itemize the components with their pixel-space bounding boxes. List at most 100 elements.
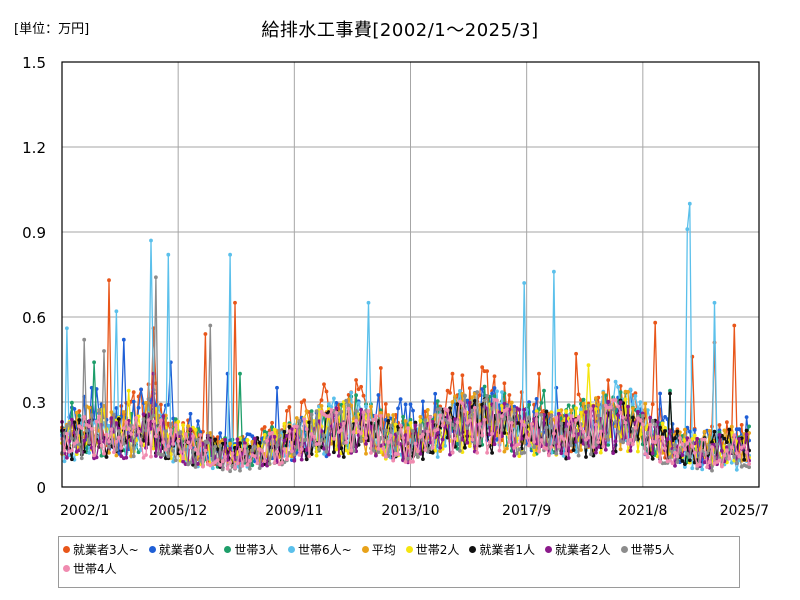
data-point [663,426,667,430]
data-point [596,402,601,407]
data-point [470,437,475,442]
legend-label: 就業者1人 [479,543,535,557]
data-point [398,397,403,402]
data-point [364,451,368,456]
data-point [603,393,608,398]
data-point [302,417,307,422]
data-point [92,360,96,365]
data-point [376,393,381,397]
data-point [737,427,742,432]
data-point [114,406,119,410]
data-point [613,419,618,424]
data-point [519,436,524,441]
data-point [282,421,287,426]
data-point [564,427,569,432]
data-point [527,443,531,448]
data-point [675,429,680,434]
x-axis-ticks: 2002/1 2005/12 2009/11 2013/10 2017/9 2021/8 2… [60,503,769,519]
data-point [265,439,269,443]
data-point [448,418,452,422]
data-point [324,389,329,394]
data-point [309,432,314,436]
data-point [225,466,230,471]
data-point [74,410,79,415]
data-point [332,436,336,441]
data-point [732,454,737,459]
legend-marker-icon [224,546,232,553]
data-point [512,445,517,450]
data-point [391,441,396,445]
data-point [97,439,101,444]
data-point [319,404,324,408]
data-point [450,400,455,404]
data-point [519,419,524,424]
data-point [495,398,499,403]
data-point [490,391,494,396]
data-point [534,409,539,414]
data-point [645,408,650,412]
data-point [346,403,351,408]
data-point [309,412,314,417]
data-point [247,466,252,471]
data-point [527,403,531,407]
data-point [250,440,255,444]
data-point [181,459,186,464]
data-point [747,424,751,429]
y-tick-label: 1.5 [22,54,46,72]
data-point [673,442,677,447]
data-point [378,411,383,415]
data-point [285,409,289,413]
data-point [453,436,457,441]
data-point [581,401,586,406]
data-point [522,423,527,428]
data-point [445,388,450,393]
data-point [507,439,512,444]
data-point [121,337,126,342]
data-point [683,447,687,452]
data-point [272,427,277,432]
data-point [687,454,692,459]
data-point [411,408,415,413]
data-point [571,448,576,452]
data-point [349,390,354,395]
data-point [440,437,445,442]
data-point [463,409,467,414]
data-point [490,451,494,455]
data-point [257,441,262,445]
data-point [692,451,697,455]
data-point [631,406,635,411]
data-point [658,391,662,396]
data-point [435,399,440,403]
data-point [626,390,630,394]
data-point [67,421,72,425]
data-point [747,462,751,466]
data-point [744,415,749,419]
data-point [218,443,223,448]
data-point [87,440,92,445]
data-point [77,413,82,418]
data-point [201,464,205,469]
data-point [161,440,166,445]
data-point [302,398,307,403]
data-point [129,432,134,436]
legend-label: 世帯2人 [415,543,460,557]
data-point [188,411,193,416]
data-point [161,453,166,457]
data-point [82,438,87,443]
data-point [72,420,77,425]
data-point [685,227,690,232]
data-point [564,409,569,414]
data-point [739,423,744,427]
data-point [556,411,561,416]
data-point [616,429,620,434]
data-point [156,427,161,432]
data-point [636,409,640,414]
data-point [144,453,148,457]
data-point [371,418,376,422]
data-point [445,408,450,413]
series-layer [60,201,751,474]
data-point [458,448,462,453]
data-point [613,439,618,444]
data-point [584,410,588,415]
data-point [485,369,489,373]
